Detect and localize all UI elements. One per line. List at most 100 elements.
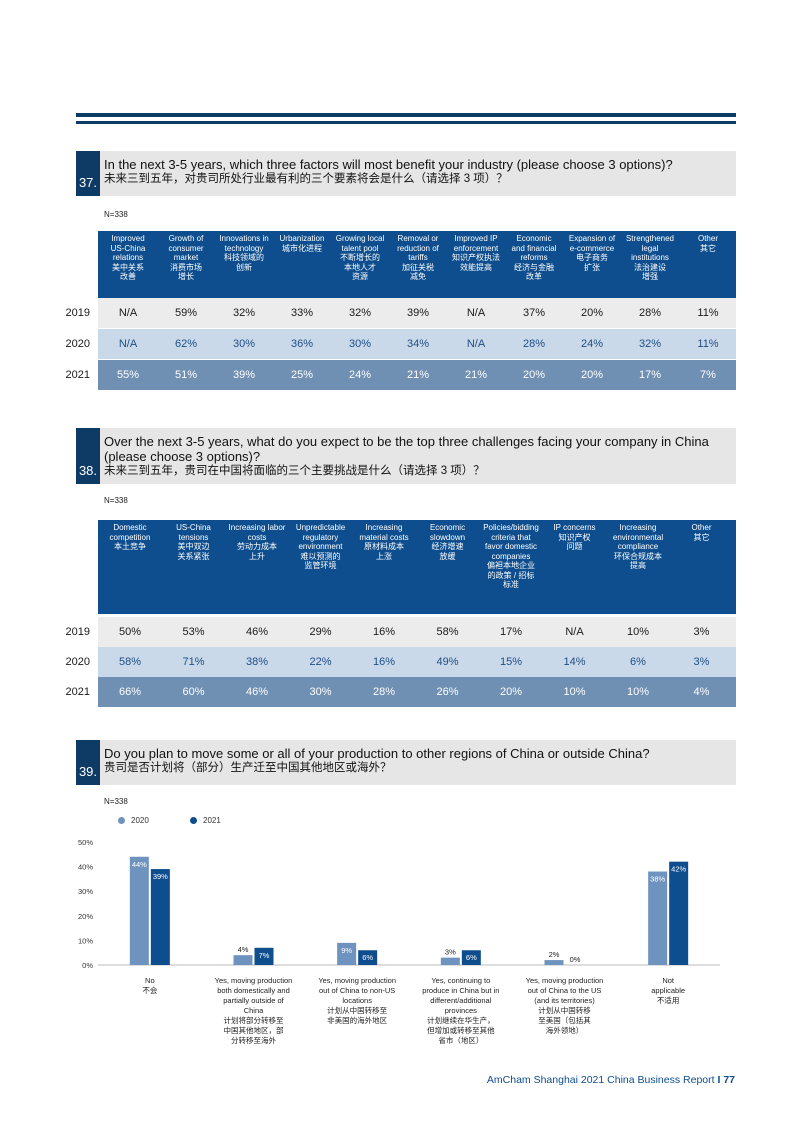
- column-header: Unpredictable regulatory environment 难以预…: [295, 523, 346, 570]
- table-cell: 49%: [436, 656, 459, 668]
- column-header: Urbanization 城市化进程: [279, 234, 325, 253]
- table-cell: 22%: [309, 656, 332, 668]
- y-tick-label: 40%: [78, 863, 93, 872]
- table-cell: 16%: [372, 656, 396, 668]
- row-year: 2019: [65, 626, 90, 638]
- table-cell: 39%: [232, 369, 256, 381]
- category-label: Yes, moving production: [318, 976, 396, 985]
- table-cell: 39%: [406, 307, 430, 319]
- category-label: 计划将部分转移至: [224, 1015, 284, 1025]
- row-year: 2019: [65, 307, 90, 319]
- bar-2020: [337, 942, 357, 965]
- top-rule: [76, 113, 736, 117]
- footer: AmCham Shanghai 2021 China Business Repo…: [487, 1074, 735, 1086]
- table-cell: N/A: [565, 626, 584, 638]
- table-cell: 55%: [116, 369, 140, 381]
- column-header: Economic and financial reforms 经济与金融 改革: [511, 234, 557, 281]
- column-header: Other 其它: [697, 234, 718, 253]
- table-cell: 17%: [499, 626, 523, 638]
- page-number: 77: [723, 1074, 735, 1086]
- bar-value-label: 42%: [671, 865, 686, 874]
- table-cell: 16%: [372, 626, 396, 638]
- question-en: Do you plan to move some or all of your …: [104, 746, 650, 761]
- table-cell: 30%: [348, 338, 372, 350]
- column-header: Expansion of e-commerce 电子商务 扩张: [568, 234, 616, 272]
- category-label: 计划从中国转移至: [327, 1005, 387, 1015]
- row-year: 2021: [65, 686, 90, 698]
- table-row: 66% 60% 46% 30% 28% 26% 20% 10% 10% 4%: [98, 677, 736, 707]
- column-header: Improved IP enforcement 知识产权执法 效能提高: [452, 234, 500, 272]
- table-row: N/A 59% 32% 33% 32% 39% N/A 37% 20% 28% 11%: [98, 298, 736, 328]
- y-tick-label: 50%: [78, 838, 93, 847]
- row-year: 2020: [65, 656, 90, 668]
- column-header: Other 其它: [691, 523, 712, 542]
- table-cell: 11%: [697, 307, 719, 319]
- row-year: 2021: [65, 369, 90, 381]
- table-cell: 32%: [638, 338, 662, 350]
- table-cell: N/A: [466, 307, 486, 319]
- column-header: Improved US-China relations 美中关系 改善: [110, 234, 146, 281]
- category-label: 计划继续在华生产，: [427, 1015, 495, 1025]
- table-cell: 71%: [182, 656, 205, 668]
- table-cell: 4%: [693, 686, 710, 698]
- table-cell: 17%: [638, 369, 662, 381]
- question-zh: 未来三到五年，贵司在中国将面临的三个主要挑战是什么（请选择 3 项）？: [104, 465, 485, 477]
- category-label: 非美国的海外地区: [327, 1015, 387, 1025]
- sample-size: N=338: [104, 210, 128, 219]
- table-cell: 25%: [290, 369, 314, 381]
- category-label: 不适用: [657, 995, 680, 1005]
- sample-size: N=338: [104, 496, 128, 505]
- table-cell: 46%: [245, 626, 269, 638]
- table-header: Domestic competition 本土竞争 US-China tensio…: [98, 520, 736, 614]
- y-tick-label: 30%: [78, 887, 93, 896]
- category-label: 中国其他地区，部: [224, 1025, 284, 1035]
- table-row: 50% 53% 46% 29% 16% 58% 17% N/A 10% 3%: [98, 617, 736, 647]
- bar-2020: [129, 856, 149, 965]
- y-tick-label: 0%: [82, 961, 93, 970]
- table-cell: 6%: [630, 656, 646, 668]
- bar-2020: [440, 957, 460, 965]
- column-header: Increasing labor costs 劳动力成本 上升: [228, 523, 286, 561]
- table-cell: 10%: [626, 686, 650, 698]
- column-header: Domestic competition 本土竞争: [109, 523, 151, 551]
- column-header: Strengthened legal institutions 法治建设 增强: [625, 234, 675, 281]
- bar-value-label: 6%: [362, 953, 373, 962]
- column-header: Policies/bidding criteria that favor dom…: [483, 523, 539, 589]
- table-cell: 46%: [245, 686, 269, 698]
- column-header: Economic slowdown 经济增速 放缓: [429, 523, 466, 561]
- table-row: N/A 62% 30% 36% 30% 34% N/A 28% 24% 32% 11%: [98, 329, 736, 359]
- table-cell: 59%: [174, 307, 198, 319]
- question-text: Over the next 3-5 years, what do you exp…: [104, 434, 728, 479]
- table-cell: 20%: [522, 369, 546, 381]
- column-header: Increasing environmental compliance 环保合规…: [612, 523, 664, 570]
- table-cell: 28%: [638, 307, 662, 319]
- table-cell: 62%: [174, 338, 198, 350]
- question-text: Do you plan to move some or all of your …: [104, 746, 728, 776]
- legend-2020-swatch: [118, 817, 125, 825]
- table-cell: 20%: [580, 307, 604, 319]
- table-cell: 36%: [290, 338, 314, 350]
- table-cell: 20%: [580, 369, 604, 381]
- question-37-box: 37. In the next 3-5 years, which three f…: [76, 151, 736, 196]
- category-label: produce in China but in: [422, 986, 499, 995]
- category-label: 计划从中国转移: [538, 1005, 591, 1015]
- bar-value-label: 4%: [238, 945, 249, 954]
- category-label: provinces: [445, 1006, 477, 1015]
- table-cell: 3%: [693, 656, 710, 668]
- table-cell: 15%: [499, 656, 523, 668]
- table-cell: 26%: [436, 686, 459, 698]
- footer-report: AmCham Shanghai 2021 China Business Repo…: [486, 1074, 715, 1086]
- category-label: Yes, moving production: [215, 976, 293, 985]
- bar-value-label: 2%: [549, 950, 560, 959]
- category-label: Yes, continuing to: [431, 976, 490, 985]
- table-cell: 24%: [348, 369, 372, 381]
- category-label: Not: [662, 976, 675, 985]
- y-tick-label: 10%: [78, 936, 93, 945]
- column-header: US-China tensions 美中双边 关系紧张: [176, 523, 211, 561]
- category-label: out of China to non-US: [319, 986, 395, 995]
- category-label: 但增加或转移至其他: [427, 1025, 495, 1035]
- category-label: China: [244, 1006, 264, 1015]
- bar-2021: [461, 950, 481, 965]
- table-cell: N/A: [118, 338, 138, 350]
- bar-value-label: 38%: [650, 875, 665, 884]
